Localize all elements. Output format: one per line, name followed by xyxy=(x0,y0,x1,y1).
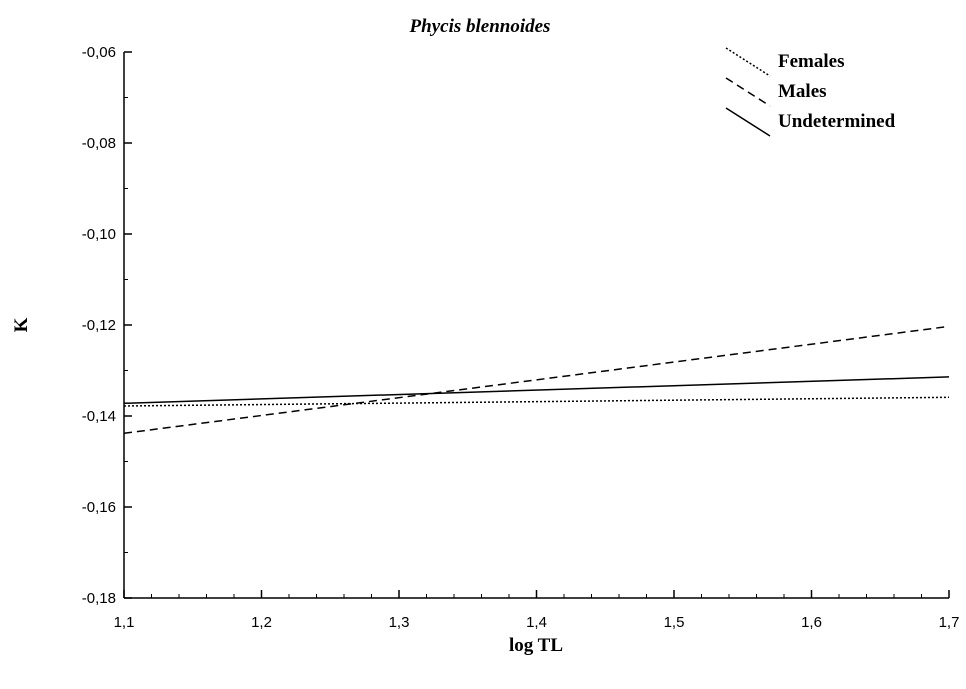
series-line-females xyxy=(123,396,950,407)
legend-swatch-undetermined xyxy=(725,107,771,137)
x-axis-label: log TL xyxy=(509,635,563,656)
y-tick-label: -0,16 xyxy=(82,499,116,516)
y-tick-label: -0,10 xyxy=(82,226,116,243)
y-axis-label: K xyxy=(11,317,32,332)
x-ticks: 1,1 1,2 1,3 1,4 1,5 1,6 1,7 xyxy=(114,590,960,631)
y-tick-label: -0,06 xyxy=(82,44,116,61)
x-tick-label: 1,3 xyxy=(389,614,410,631)
axes xyxy=(123,52,949,599)
x-tick-label: 1,7 xyxy=(939,614,960,631)
y-tick-label: -0,08 xyxy=(82,135,116,152)
y-tick-label: -0,14 xyxy=(82,408,116,425)
y-ticks: -0,18 -0,16 -0,14 -0,12 -0,10 -0,08 -0,06 xyxy=(82,44,132,607)
x-tick-label: 1,4 xyxy=(526,614,547,631)
legend-label-undetermined: Undetermined xyxy=(778,111,896,132)
legend-label-females: Females xyxy=(778,51,844,72)
legend-swatch-males xyxy=(725,77,771,107)
x-tick-label: 1,5 xyxy=(664,614,685,631)
y-tick-label: -0,18 xyxy=(82,590,116,607)
series-group xyxy=(123,325,950,435)
y-tick-label: -0,12 xyxy=(82,317,116,334)
legend-swatch-females xyxy=(725,47,771,77)
legend: Females Males Undetermined xyxy=(725,47,896,137)
x-tick-label: 1,1 xyxy=(114,614,135,631)
series-line-males xyxy=(123,325,950,435)
x-tick-label: 1,6 xyxy=(801,614,822,631)
series-line-undetermined xyxy=(123,376,950,405)
chart-title: Phycis blennoides xyxy=(409,16,551,37)
legend-label-males: Males xyxy=(778,81,827,102)
x-tick-label: 1,2 xyxy=(251,614,272,631)
